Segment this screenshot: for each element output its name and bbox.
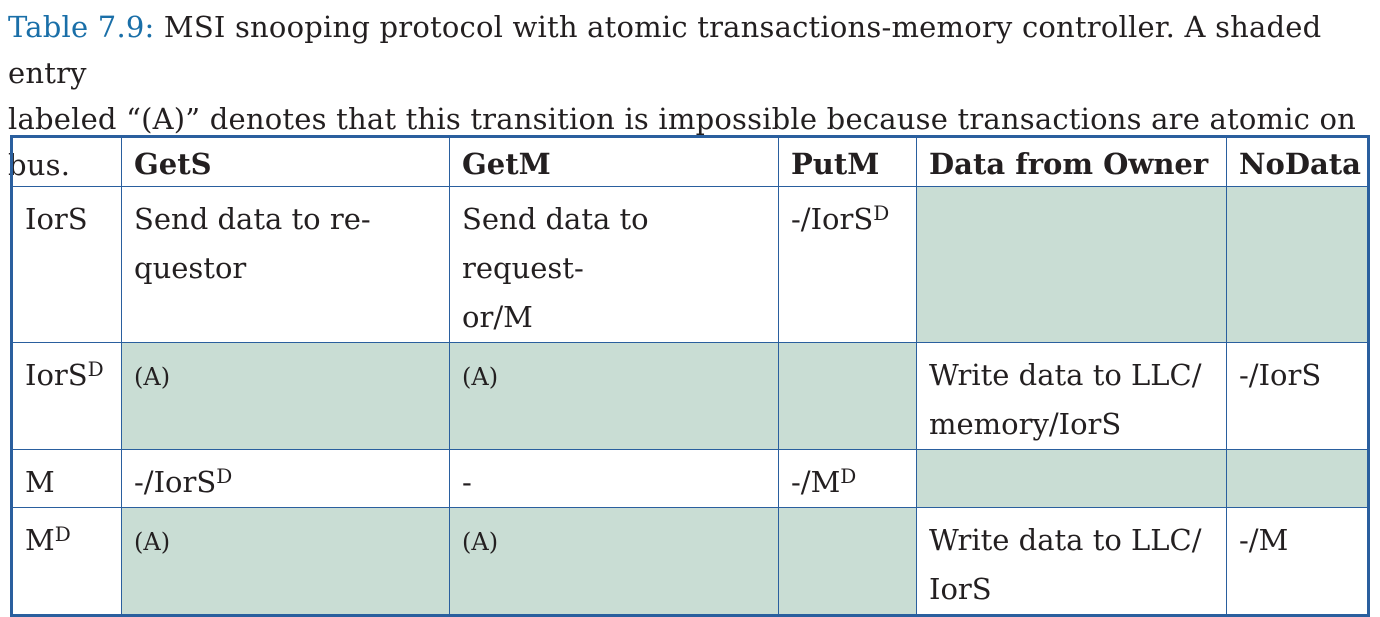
table-cell	[1226, 449, 1369, 508]
cell-text: -/IorS	[791, 202, 874, 236]
table-cell: Send data to re-questor	[121, 186, 450, 343]
cell-superscript: D	[840, 464, 857, 488]
row-state-cell: M	[11, 449, 122, 508]
table-row: IorSD (A) (A) Write data to LLC/memory/IorS…	[11, 342, 1369, 450]
cell-text: -/IorS	[134, 465, 217, 499]
table-cell: (A)	[121, 342, 450, 450]
col-header-data-from-owner: Data from Owner	[916, 136, 1227, 187]
cell-text: Write data to LLC/	[929, 523, 1202, 557]
table-cell: -/M	[1226, 507, 1369, 616]
cell-text-continued: or/M	[462, 300, 533, 334]
cell-text: Send data to re-	[134, 202, 371, 236]
corner-cell	[11, 136, 122, 187]
cell-text: -/M	[791, 465, 841, 499]
table-cell: Send data to request-or/M	[449, 186, 779, 343]
table-cell: Write data to LLC/IorS	[916, 507, 1227, 616]
table-cell	[916, 186, 1227, 343]
table-cell: (A)	[121, 507, 450, 616]
table-cell: (A)	[449, 342, 779, 450]
cell-text-continued: memory/IorS	[929, 407, 1122, 441]
cell-text: (A)	[462, 363, 499, 391]
table-cell: -/IorSD	[121, 449, 450, 508]
caption-line1: MSI snooping protocol with atomic transa…	[8, 10, 1322, 90]
table-cell: -/MD	[778, 449, 917, 508]
table-row: M -/IorSD - -/MD	[11, 449, 1369, 508]
state-label: M	[25, 465, 55, 499]
table-cell: -/IorS	[1226, 342, 1369, 450]
col-header-getm: GetM	[449, 136, 779, 187]
row-state-cell: IorS	[11, 186, 122, 343]
state-label: M	[25, 523, 55, 557]
table-cell	[778, 507, 917, 616]
cell-text: -	[462, 465, 472, 499]
table-cell: -	[449, 449, 779, 508]
col-header-putm: PutM	[778, 136, 917, 187]
col-header-gets: GetS	[121, 136, 450, 187]
row-state-cell: MD	[11, 507, 122, 616]
cell-text-continued: IorS	[929, 572, 992, 606]
table-cell	[778, 342, 917, 450]
cell-text: -/IorS	[1239, 358, 1322, 392]
table-row: IorS Send data to re-questor Send data to …	[11, 186, 1369, 343]
col-header-nodata: NoData	[1226, 136, 1369, 187]
cell-superscript: D	[216, 464, 233, 488]
table-cell: (A)	[449, 507, 779, 616]
table-row: MD (A) (A) Write data to LLC/IorS -/M	[11, 507, 1369, 616]
header-row: GetS GetM PutM Data from Owner NoData	[11, 136, 1369, 187]
table-cell: Write data to LLC/memory/IorS	[916, 342, 1227, 450]
table-cell: -/IorSD	[778, 186, 917, 343]
cell-text-continued: questor	[134, 251, 247, 285]
state-superscript: D	[54, 522, 71, 546]
cell-superscript: D	[873, 201, 890, 225]
cell-text: Send data to request-	[462, 202, 649, 285]
state-label: IorS	[25, 202, 88, 236]
msi-protocol-table: GetS GetM PutM Data from Owner NoData Io…	[10, 135, 1370, 617]
table-cell	[916, 449, 1227, 508]
cell-text: (A)	[134, 528, 171, 556]
state-superscript: D	[87, 357, 104, 381]
state-label: IorS	[25, 358, 88, 392]
row-state-cell: IorSD	[11, 342, 122, 450]
cell-text: (A)	[134, 363, 171, 391]
table-cell	[1226, 186, 1369, 343]
cell-text: -/M	[1239, 523, 1289, 557]
cell-text: Write data to LLC/	[929, 358, 1202, 392]
cell-text: (A)	[462, 528, 499, 556]
caption-label: Table 7.9:	[8, 10, 155, 44]
